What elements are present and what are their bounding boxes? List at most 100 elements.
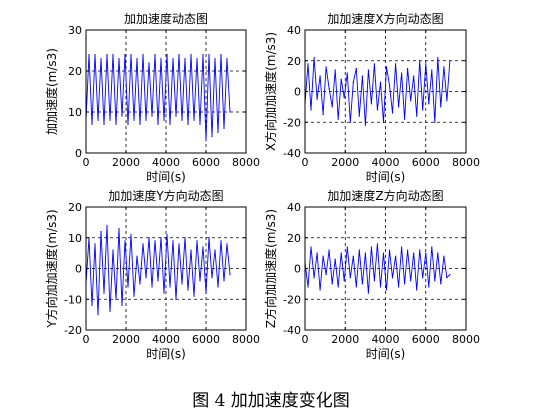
data-point xyxy=(145,119,147,121)
x-tick-label: 8000 xyxy=(452,333,480,346)
data-point xyxy=(100,231,102,233)
y-tick-label: -10 xyxy=(64,293,82,306)
chart-title: 加加速度动态图 xyxy=(124,11,208,26)
data-point xyxy=(202,54,204,56)
data-point xyxy=(443,255,445,257)
data-point xyxy=(136,58,138,60)
data-point xyxy=(115,298,117,300)
data-point xyxy=(193,119,195,121)
data-point xyxy=(109,310,111,313)
data-point xyxy=(340,78,342,80)
data-point xyxy=(160,58,162,60)
data-point xyxy=(145,277,147,279)
data-point xyxy=(226,58,228,60)
data-point xyxy=(157,280,159,282)
x-tick-label: 2000 xyxy=(112,333,140,346)
data-point xyxy=(352,255,354,257)
y-axis-label: 加加速度(m/s3) xyxy=(44,48,59,135)
x-tick-label: 0 xyxy=(302,333,309,346)
data-point xyxy=(148,237,150,239)
data-point xyxy=(397,106,400,108)
data-point xyxy=(355,67,357,70)
data-point xyxy=(190,54,192,56)
data-point xyxy=(419,60,421,62)
data-point xyxy=(91,304,93,306)
data-point xyxy=(208,54,210,56)
data-point xyxy=(118,58,120,60)
data-point xyxy=(112,54,114,56)
y-tick-label: -20 xyxy=(64,324,82,337)
x-axis-label: 时间(s) xyxy=(366,170,406,184)
data-point xyxy=(385,66,388,68)
data-point xyxy=(310,109,312,111)
data-point xyxy=(394,63,397,65)
data-point xyxy=(425,63,427,65)
data-point xyxy=(91,123,93,125)
chart-panel-jerk-x: 0 2000 4000 6000 8000 -40 -20 0 20 40 加加速度X方向动态图时间… xyxy=(263,11,480,184)
data-point xyxy=(109,119,111,121)
data-point xyxy=(154,54,156,56)
data-point xyxy=(223,127,225,129)
data-point xyxy=(184,237,186,239)
data-point xyxy=(187,289,189,291)
data-point xyxy=(157,123,159,125)
data-point xyxy=(419,249,421,251)
data-point xyxy=(401,246,403,248)
data-point xyxy=(322,255,324,257)
data-point xyxy=(364,124,366,126)
data-point xyxy=(379,81,382,83)
data-point xyxy=(440,106,442,108)
data-point xyxy=(343,97,345,99)
x-tick-label: 8000 xyxy=(232,156,260,169)
data-point xyxy=(322,113,324,116)
data-point xyxy=(407,67,409,70)
data-point xyxy=(397,286,400,288)
x-tick-label: 6000 xyxy=(192,156,220,169)
x-axis-label: 时间(s) xyxy=(366,347,406,361)
data-point xyxy=(217,131,219,134)
data-point xyxy=(361,75,363,77)
data-point xyxy=(196,240,198,242)
data-point xyxy=(307,286,309,288)
data-point xyxy=(401,72,403,74)
data-point xyxy=(337,286,339,288)
data-point xyxy=(373,280,376,282)
data-point xyxy=(367,69,369,71)
y-tick-label: 0 xyxy=(75,147,82,160)
data-point xyxy=(446,100,448,102)
x-tick-label: 2000 xyxy=(331,156,359,169)
data-point xyxy=(358,249,360,251)
data-point xyxy=(148,62,150,64)
data-point xyxy=(142,243,144,245)
y-axis-label: Z方向加加速度(m/s3) xyxy=(263,209,278,328)
data-point xyxy=(172,240,174,242)
data-point xyxy=(151,115,153,117)
data-point xyxy=(422,109,424,111)
data-point xyxy=(407,249,409,251)
x-tick-label: 6000 xyxy=(412,333,440,346)
data-point xyxy=(388,249,391,251)
data-point xyxy=(307,63,309,65)
y-tick-label: 40 xyxy=(287,201,301,214)
data-point xyxy=(94,243,96,245)
chart-title: 加加速度Z方向动态图 xyxy=(327,188,443,203)
data-point xyxy=(175,115,177,117)
data-point xyxy=(434,280,436,282)
data-point xyxy=(355,286,357,288)
data-point xyxy=(130,234,132,236)
data-point xyxy=(410,100,412,102)
data-point xyxy=(169,286,171,288)
data-point xyxy=(449,274,451,276)
data-point xyxy=(163,119,165,121)
data-point xyxy=(349,121,351,123)
data-point xyxy=(226,243,228,245)
y-tick-label: 10 xyxy=(68,232,82,245)
data-point xyxy=(208,237,210,239)
data-point xyxy=(410,280,412,282)
y-tick-label: 30 xyxy=(68,24,82,37)
data-point xyxy=(211,136,213,138)
data-point xyxy=(331,106,333,108)
y-axis-label: X方向加加速度(m/s3) xyxy=(263,32,278,151)
y-tick-label: 20 xyxy=(68,65,82,78)
data-point xyxy=(127,123,129,125)
